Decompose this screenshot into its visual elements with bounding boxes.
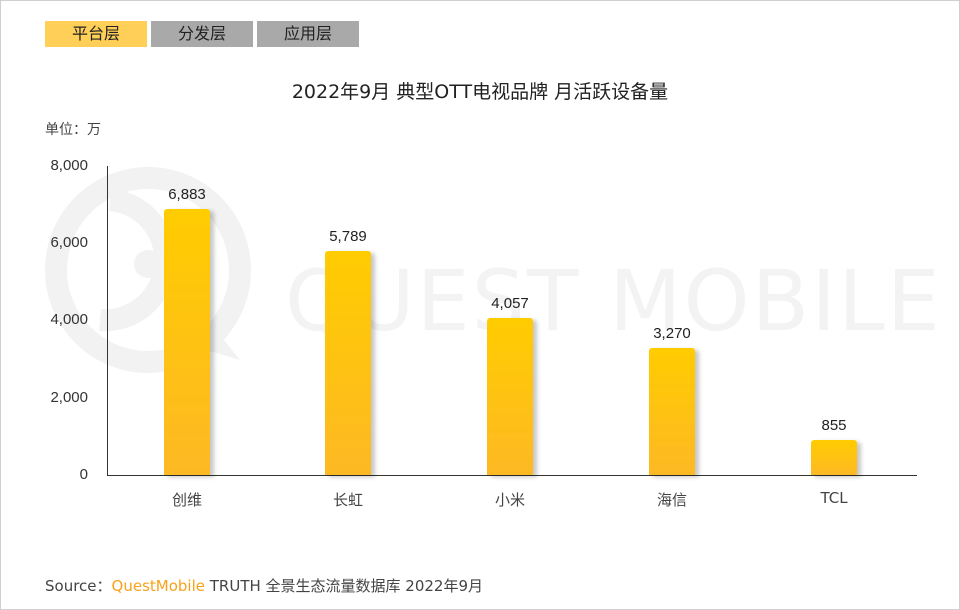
- value-label-hisense: 3,270: [653, 325, 691, 342]
- bar-chuangwei: [164, 209, 210, 475]
- x-label-chuangwei: 创维: [171, 491, 202, 509]
- tab-distribution-layer[interactable]: 分发层: [151, 21, 253, 47]
- y-axis-line: [107, 166, 108, 475]
- source-brand: QuestMobile: [111, 577, 205, 595]
- source-rest: TRUTH 全景生态流量数据库 2022年9月: [204, 577, 484, 595]
- x-label-hisense: 海信: [656, 491, 687, 509]
- y-tick-0: 0: [79, 466, 88, 483]
- value-label-tcl: 855: [821, 417, 847, 434]
- x-label-tcl: TCL: [820, 489, 848, 507]
- source-prefix: Source：: [45, 577, 112, 595]
- source-note: Source：QuestMobile TRUTH 全景生态流量数据库 2022年…: [45, 575, 483, 596]
- layer-tabs: 平台层 分发层 应用层: [45, 21, 359, 47]
- y-tick-8000: 8,000: [50, 157, 88, 174]
- bar-tcl: [811, 440, 857, 475]
- value-label-chuangwei: 6,883: [168, 186, 206, 203]
- x-axis-line: [107, 475, 917, 476]
- tab-platform-layer[interactable]: 平台层: [45, 21, 147, 47]
- y-tick-6000: 6,000: [50, 234, 88, 251]
- bar-changhong: [325, 251, 371, 475]
- unit-label: 单位：万: [45, 122, 101, 138]
- x-label-changhong: 长虹: [332, 491, 363, 509]
- y-tick-4000: 4,000: [50, 311, 88, 328]
- value-label-xiaomi: 4,057: [491, 295, 529, 312]
- value-label-changhong: 5,789: [329, 228, 367, 245]
- bar-xiaomi: [487, 318, 533, 475]
- tab-application-layer[interactable]: 应用层: [257, 21, 359, 47]
- chart-title: 2022年9月 典型OTT电视品牌 月活跃设备量: [291, 81, 669, 103]
- x-label-xiaomi: 小米: [494, 491, 525, 509]
- y-tick-2000: 2,000: [50, 389, 88, 406]
- bar-hisense: [649, 348, 695, 475]
